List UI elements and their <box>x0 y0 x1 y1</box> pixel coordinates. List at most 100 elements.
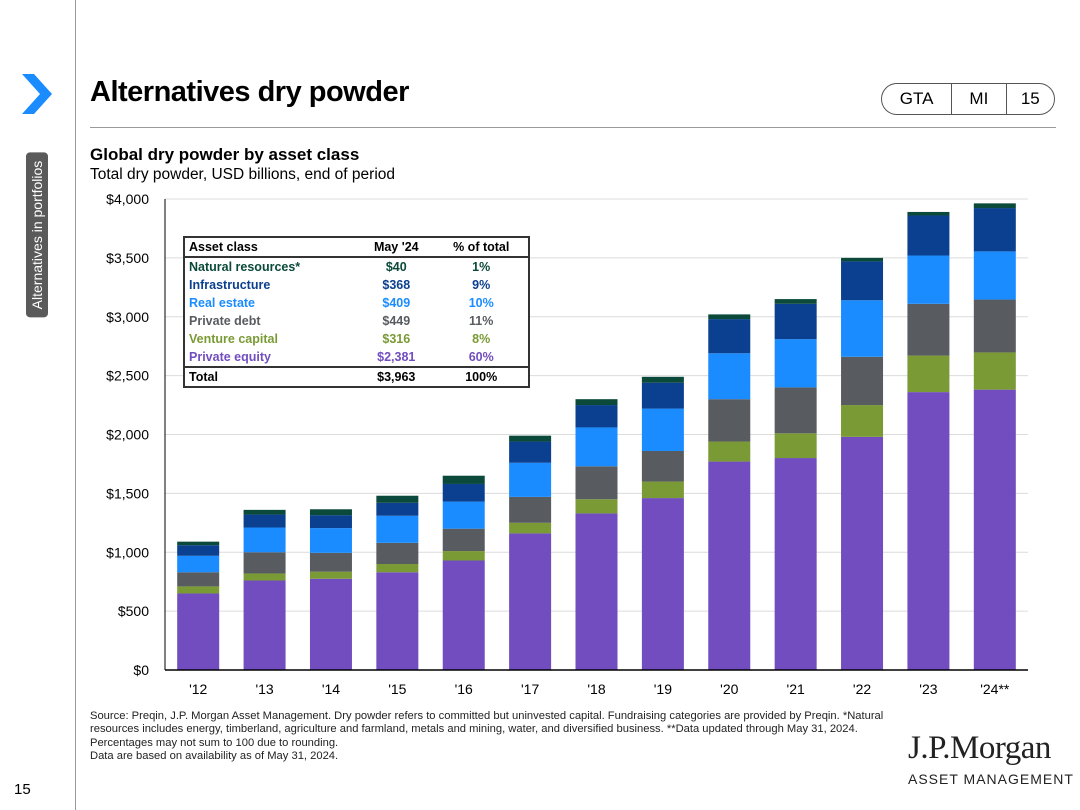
bar-segment <box>575 466 618 500</box>
bar-segment <box>774 303 817 340</box>
bar-segment <box>309 528 352 553</box>
bar-segment <box>177 593 220 670</box>
x-tick-label: '20 <box>720 681 738 697</box>
bar-segment <box>708 319 751 354</box>
x-tick-label: '17 <box>521 681 539 697</box>
left-divider <box>75 0 76 810</box>
bar-segment <box>641 481 684 499</box>
bar-segment <box>774 299 817 304</box>
table-header-may24: May '24 <box>358 237 435 258</box>
bar-segment <box>841 257 884 262</box>
table-cell-value: $40 <box>385 260 407 274</box>
y-tick-label: $2,500 <box>106 368 149 384</box>
table-cell-value: $316 <box>382 332 411 346</box>
bar-segment <box>509 441 552 463</box>
table-cell-label: Venture capital <box>189 332 278 346</box>
table-total-row: Total $3,963 100% <box>184 366 529 387</box>
bar-segment <box>575 513 618 670</box>
table-cell-value: $2,381 <box>377 350 416 364</box>
bar-segment <box>509 435 552 442</box>
y-tick-label: $1,000 <box>106 544 149 560</box>
x-tick-label: '21 <box>787 681 805 697</box>
x-tick-label: '14 <box>322 681 340 697</box>
y-tick-label: $3,500 <box>106 250 149 266</box>
bar-segment <box>575 427 618 467</box>
bar-segment <box>575 399 618 406</box>
table-cell-pct: 10% <box>468 296 494 310</box>
y-tick-label: $1,500 <box>106 485 149 501</box>
title-divider <box>90 127 1056 128</box>
bar-segment <box>907 211 950 216</box>
bar-segment <box>907 255 950 304</box>
bar-segment <box>243 573 286 581</box>
table-header-pct: % of total <box>434 237 529 258</box>
tag-gta[interactable]: GTA <box>899 89 934 108</box>
table-cell-pct: 1% <box>472 260 491 274</box>
bar-segment <box>907 355 950 393</box>
bar-segment <box>774 433 817 459</box>
bar-segment <box>708 461 751 670</box>
bar-segment <box>442 528 485 552</box>
bar-segment <box>641 498 684 670</box>
table-cell-pct: 8% <box>472 332 491 346</box>
bar-segment <box>973 299 1016 353</box>
footnote-availability: Data are based on availability as of May… <box>90 750 339 763</box>
bar-segment <box>708 399 751 442</box>
tag-group: GTA MI 15 <box>881 83 1055 115</box>
bar-segment <box>177 541 220 546</box>
bar-segment <box>376 542 419 565</box>
footnote-source: Source: Preqin, J.P. Morgan Asset Manage… <box>90 710 884 749</box>
bar-segment <box>376 564 419 573</box>
bar-segment <box>243 527 286 553</box>
x-tick-label: '18 <box>587 681 605 697</box>
bar-segment <box>841 300 884 357</box>
table-cell-label: Natural resources* <box>189 260 301 274</box>
asset-management-label: ASSET MANAGEMENT <box>908 771 1074 787</box>
bar-segment <box>243 552 286 574</box>
bar-segment <box>376 572 419 670</box>
bar-segment <box>708 353 751 400</box>
table-row: Private equity $2,381 60% <box>184 348 529 367</box>
bar-segment <box>309 509 352 516</box>
bar-segment <box>177 572 220 587</box>
tag-mi[interactable]: MI <box>951 84 1007 114</box>
bar-segment <box>177 586 220 594</box>
x-tick-label: '16 <box>455 681 473 697</box>
x-tick-label: '23 <box>919 681 937 697</box>
bar-segment <box>708 314 751 320</box>
bar-segment <box>309 552 352 572</box>
bar-segment <box>575 499 618 514</box>
tag-page[interactable]: 15 <box>1020 89 1040 108</box>
bar-segment <box>973 389 1016 670</box>
bar-segment <box>442 560 485 670</box>
bar-segment <box>442 501 485 529</box>
table-header-row: Asset class May '24 % of total <box>184 237 529 258</box>
bar-segment <box>309 515 352 529</box>
y-tick-label: $4,000 <box>106 191 149 207</box>
table-total-label: Total <box>184 366 359 387</box>
bar-segment <box>309 578 352 670</box>
bar-segment <box>641 450 684 482</box>
table-row: Infrastructure $368 9% <box>184 276 529 294</box>
chart-subtitle: Total dry powder, USD billions, end of p… <box>90 166 395 183</box>
bar-segment <box>442 475 485 484</box>
bar-segment <box>841 261 884 301</box>
x-tick-label: '22 <box>853 681 871 697</box>
bar-segment <box>973 208 1016 252</box>
bar-segment <box>641 376 684 383</box>
bar-segment <box>509 522 552 534</box>
bar-segment <box>309 571 352 579</box>
bar-segment <box>907 303 950 356</box>
page-title: Alternatives dry powder <box>90 76 409 108</box>
bar-segment <box>641 382 684 409</box>
y-tick-label: $2,000 <box>106 427 149 443</box>
table-row: Natural resources* $40 1% <box>184 257 529 276</box>
bar-segment <box>774 339 817 388</box>
bar-segment <box>177 555 220 573</box>
bar-segment <box>973 251 1016 300</box>
bar-segment <box>907 215 950 256</box>
bar-segment <box>243 509 286 515</box>
bar-segment <box>708 441 751 462</box>
summary-table: Asset class May '24 % of total Natural r… <box>183 236 530 388</box>
